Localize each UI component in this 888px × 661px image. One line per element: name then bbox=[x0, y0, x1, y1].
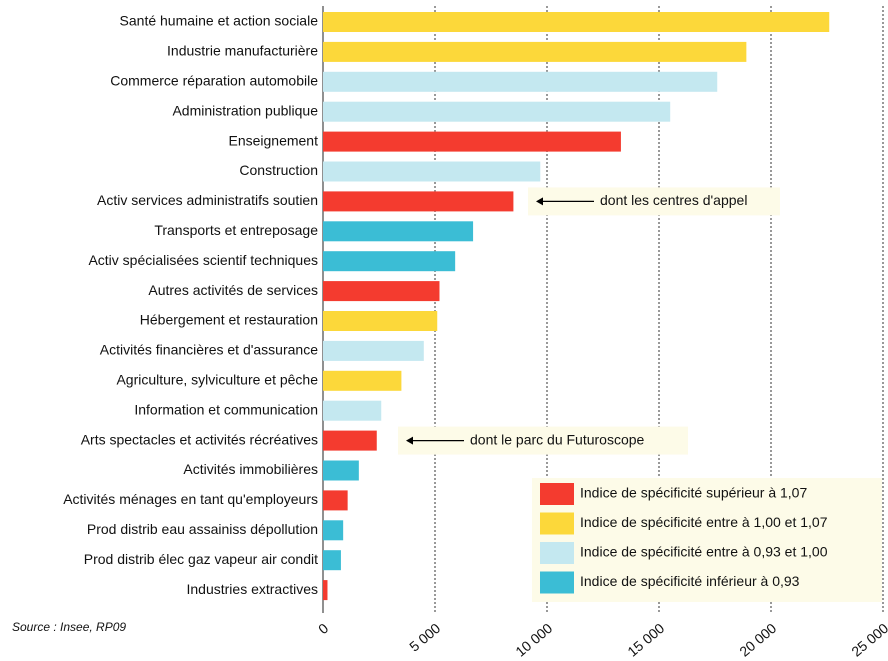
y-tick-label: Industries extractives bbox=[187, 581, 319, 597]
bar bbox=[323, 191, 514, 212]
bar bbox=[323, 251, 456, 272]
bar bbox=[323, 221, 474, 242]
y-tick-label: Activ services administratifs soutien bbox=[97, 192, 318, 208]
bar bbox=[323, 580, 328, 601]
bar bbox=[323, 370, 402, 391]
legend-box bbox=[532, 478, 882, 602]
y-tick-label: Industrie manufacturière bbox=[167, 43, 318, 59]
bar bbox=[323, 101, 671, 122]
y-tick-label: Activités immobilières bbox=[183, 461, 318, 477]
bar bbox=[323, 430, 377, 451]
legend-label: Indice de spécificité supérieur à 1,07 bbox=[580, 485, 807, 501]
x-tick-label: 20 000 bbox=[736, 620, 779, 660]
legend-swatch bbox=[540, 571, 574, 594]
legend-label: Indice de spécificité inférieur à 0,93 bbox=[580, 573, 800, 589]
y-tick-label: Autres activités de services bbox=[148, 282, 318, 298]
bar bbox=[323, 71, 718, 92]
y-tick-label: Enseignement bbox=[228, 132, 318, 148]
annotation: dont les centres d'appel bbox=[600, 192, 747, 208]
x-tick-label: 15 000 bbox=[624, 620, 667, 660]
bar bbox=[323, 520, 344, 541]
arrow-head bbox=[536, 197, 543, 206]
x-tick-label: 25 000 bbox=[848, 620, 888, 660]
legend-label: Indice de spécificité entre à 1,00 et 1,… bbox=[580, 514, 828, 530]
y-tick-label: Commerce réparation automobile bbox=[110, 73, 318, 89]
bar bbox=[323, 131, 621, 152]
source: Source : Insee, RP09 bbox=[12, 620, 126, 634]
bar bbox=[323, 340, 424, 361]
legend-swatch bbox=[540, 512, 574, 535]
bar bbox=[323, 550, 341, 571]
y-tick-label: Agriculture, sylviculture et pêche bbox=[116, 372, 318, 388]
bar bbox=[323, 311, 438, 331]
annotation: dont le parc du Futuroscope bbox=[470, 431, 645, 447]
arrow-head bbox=[406, 436, 413, 445]
x-tick-label: 10 000 bbox=[512, 620, 555, 660]
legend-label: Indice de spécificité entre à 0,93 et 1,… bbox=[580, 544, 828, 560]
bar bbox=[323, 400, 382, 421]
y-tick-label: Administration publique bbox=[172, 102, 318, 118]
y-tick-label: Prod distrib eau assainiss dépollution bbox=[87, 521, 318, 537]
bar bbox=[323, 12, 830, 32]
y-tick-label: Prod distrib élec gaz vapeur air condit bbox=[84, 551, 318, 567]
y-tick-label: Santé humaine et action sociale bbox=[120, 13, 319, 29]
legend-swatch bbox=[540, 483, 574, 505]
bar bbox=[323, 490, 348, 511]
y-tick-label: Activités ménages en tant qu'employeurs bbox=[63, 491, 318, 507]
bar bbox=[323, 281, 440, 302]
y-tick-label: Information et communication bbox=[134, 401, 318, 417]
y-tick-label: Activités financières et d'assurance bbox=[100, 342, 318, 358]
y-tick-label: Arts spectacles et activités récréatives bbox=[81, 431, 318, 447]
legend-swatch bbox=[540, 542, 574, 564]
bar bbox=[323, 41, 747, 62]
bar bbox=[323, 460, 359, 481]
x-tick-label: 5 000 bbox=[406, 620, 443, 655]
bar bbox=[323, 161, 541, 182]
y-tick-label: Activ spécialisées scientif techniques bbox=[88, 252, 318, 268]
y-tick-label: Transports et entreposage bbox=[154, 222, 318, 238]
y-tick-label: Construction bbox=[239, 162, 318, 178]
x-tick-label: 0 bbox=[315, 620, 331, 637]
y-tick-label: Hébergement et restauration bbox=[140, 312, 318, 328]
